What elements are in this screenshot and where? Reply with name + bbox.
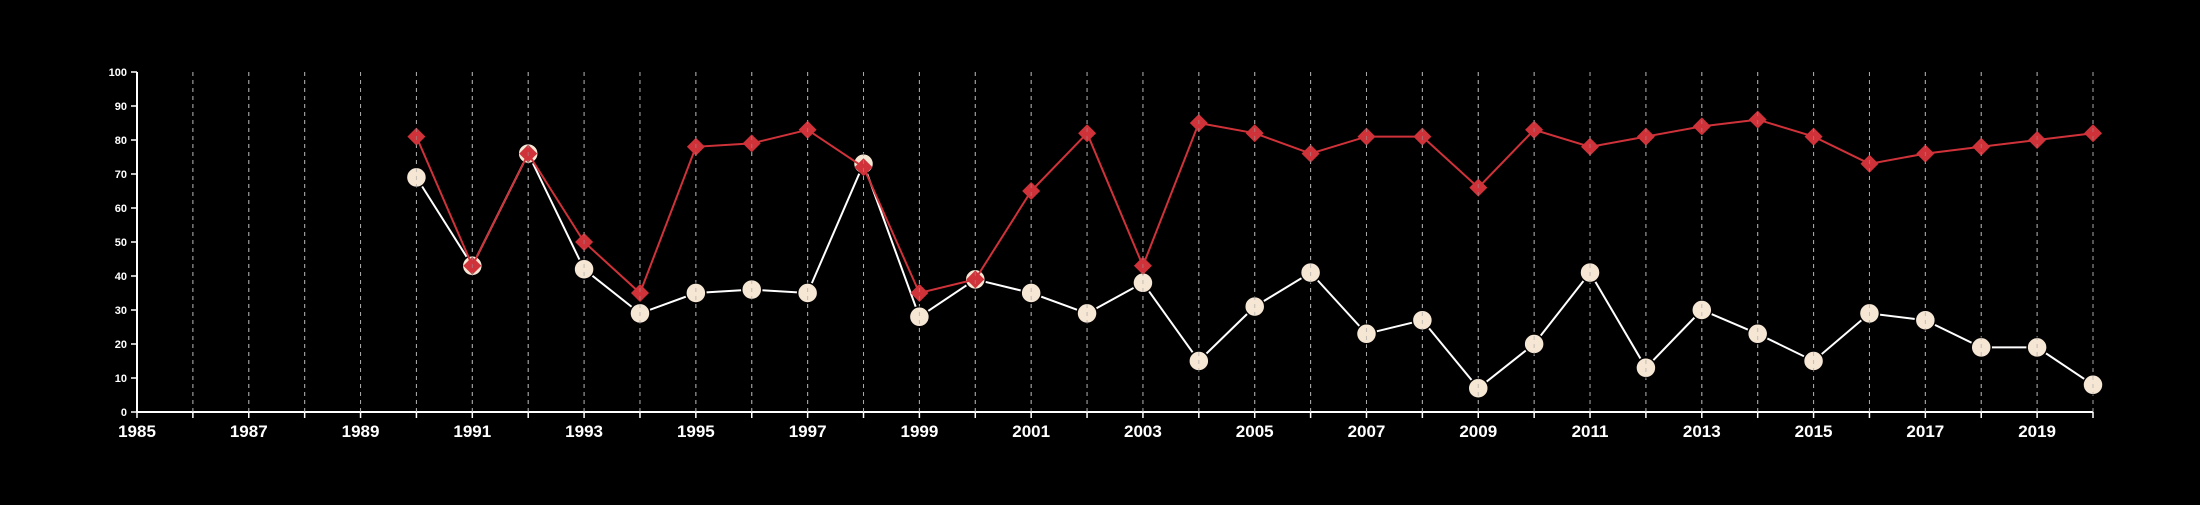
x-tick-label-2009: 2009: [1459, 422, 1497, 441]
x-tick-label-1985: 1985: [118, 422, 156, 441]
y-tick-label-70: 70: [115, 169, 127, 181]
x-tick-label-2005: 2005: [1236, 422, 1274, 441]
series-0-point-2013: [1692, 117, 1711, 136]
axis-layer: 0 10 20 30 40 50 60 70 80 90 100 1985 1987 1989 1991 19…: [109, 67, 2094, 441]
series-0-point-2014: [1748, 110, 1767, 129]
x-tick-label-1989: 1989: [342, 422, 380, 441]
y-tick-label-0: 0: [121, 407, 127, 419]
x-tick-label-2019: 2019: [2018, 422, 2056, 441]
y-tick-label-20: 20: [115, 339, 127, 351]
x-tick-label-1995: 1995: [677, 422, 715, 441]
y-tick-label-90: 90: [115, 101, 127, 113]
y-tick-label-40: 40: [115, 271, 127, 283]
series-0-point-1996: [742, 134, 761, 153]
x-tick-label-2017: 2017: [1906, 422, 1944, 441]
x-tick-label-2013: 2013: [1683, 422, 1721, 441]
y-tick-label-80: 80: [115, 135, 127, 147]
y-tick-label-100: 100: [109, 67, 127, 79]
x-tick-label-1997: 1997: [789, 422, 827, 441]
y-tick-label-30: 30: [115, 305, 127, 317]
x-tick-label-2011: 2011: [1572, 422, 1609, 441]
series-0-point-2005: [1245, 124, 1264, 143]
y-tick-label-60: 60: [115, 203, 127, 215]
series-0-point-2001: [1022, 182, 1041, 200]
x-tick-label-1993: 1993: [565, 422, 603, 441]
series-1-point-2007: [1355, 323, 1378, 345]
series-0-point-2020: [2084, 124, 2102, 143]
series-1-point-2014: [1746, 323, 1769, 345]
x-tick-label-2007: 2007: [1348, 422, 1386, 441]
x-tick-label-1999: 1999: [900, 422, 938, 441]
series-0-point-2002: [1078, 124, 1097, 143]
series-0-point-1998: [854, 158, 873, 177]
x-tick-label-1987: 1987: [230, 422, 268, 441]
x-tick-label-2015: 2015: [1795, 422, 1833, 441]
series-0-point-1999: [910, 284, 929, 302]
series-0-point-1994: [631, 284, 649, 302]
y-tick-label-10: 10: [115, 373, 127, 385]
y-tick-label-50: 50: [115, 237, 127, 249]
series-0-point-2000: [966, 270, 985, 289]
x-tick-label-1991: 1991: [453, 422, 491, 441]
series-1-point-1993: [573, 258, 595, 280]
x-tick-label-2003: 2003: [1124, 422, 1162, 441]
series-1-point-2013: [1691, 299, 1713, 321]
x-tick-label-2001: 2001: [1012, 422, 1050, 441]
grid-overlay: [192, 72, 2094, 412]
